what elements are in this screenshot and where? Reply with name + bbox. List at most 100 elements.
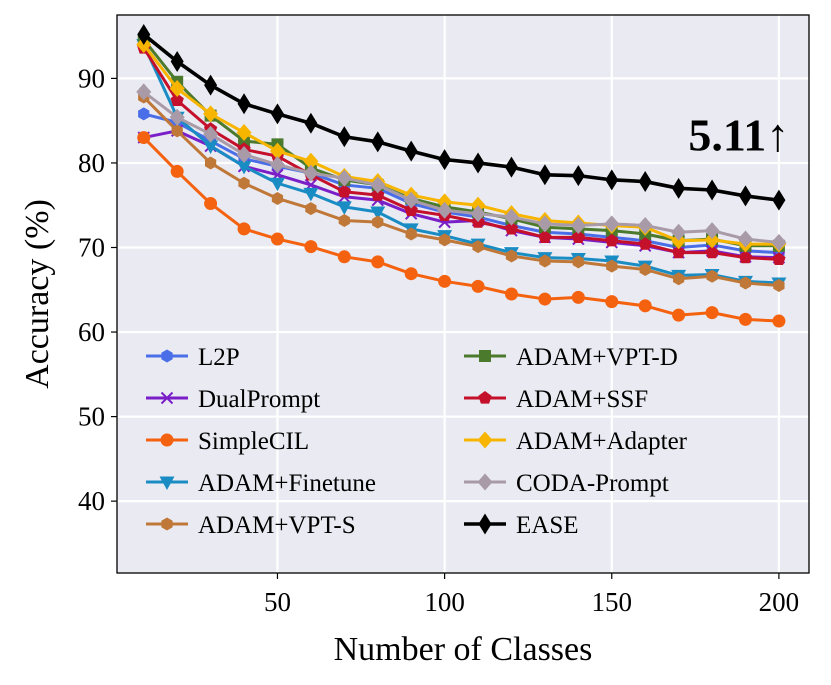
data-point (671, 223, 687, 241)
data-point (471, 279, 485, 293)
data-point (738, 185, 752, 207)
data-point (639, 262, 651, 276)
data-point (405, 227, 417, 241)
legend-marker (477, 473, 493, 491)
data-point (171, 124, 183, 138)
data-point (236, 124, 252, 142)
data-point (303, 187, 319, 202)
data-point (336, 201, 352, 215)
data-point (203, 105, 219, 123)
data-point (371, 188, 385, 201)
data-point (706, 269, 718, 283)
legend-label: EASE (516, 512, 579, 539)
legend-label: ADAM+Adapter (516, 428, 688, 455)
legend: L2P DualPrompt SimpleCIL ADAM+Finetune ADAM+… (146, 344, 688, 539)
data-point (270, 232, 284, 246)
legend-label: DualPrompt (198, 386, 320, 413)
data-point (571, 290, 585, 304)
series-adam-vpt-s (138, 90, 785, 293)
data-point (605, 295, 619, 309)
data-point (538, 164, 552, 186)
data-point (304, 112, 318, 134)
data-point (371, 255, 385, 269)
series-coda-prompt (136, 83, 787, 251)
legend-marker (161, 349, 173, 363)
data-point (170, 164, 184, 178)
data-point (236, 160, 252, 175)
data-point (505, 249, 518, 263)
data-point (404, 267, 418, 281)
data-point (236, 146, 252, 163)
data-point (737, 230, 753, 248)
data-point (336, 169, 352, 187)
legend-item: ADAM+VPT-S (146, 512, 356, 539)
data-point (605, 169, 619, 191)
data-point (203, 140, 219, 155)
data-point (504, 156, 518, 178)
legend-item: EASE (464, 512, 579, 539)
data-point (303, 152, 319, 170)
legend-item: ADAM+Finetune (146, 470, 376, 497)
legend-item: CODA-Prompt (464, 470, 669, 497)
legend-marker (159, 476, 175, 490)
legend-label: CODA-Prompt (516, 470, 669, 497)
legend-marker (478, 391, 492, 404)
data-point (203, 125, 219, 143)
data-point (538, 230, 552, 244)
legend-marker (160, 433, 174, 447)
data-point (671, 245, 686, 259)
legend-item: DualPrompt (146, 386, 320, 413)
data-point (672, 308, 686, 322)
data-point (470, 205, 486, 223)
data-point (537, 215, 553, 233)
legend-item: ADAM+Adapter (464, 428, 688, 455)
data-point (137, 23, 151, 45)
data-point (705, 306, 719, 320)
data-point (169, 80, 185, 98)
axis-ticks: 50 100 150 200 40 50 60 70 80 90 (78, 63, 799, 617)
data-point (570, 217, 586, 235)
data-point (237, 222, 251, 236)
data-point (170, 93, 184, 107)
data-point (704, 222, 720, 240)
data-point (337, 250, 351, 264)
data-point (638, 171, 652, 193)
data-point (338, 213, 350, 227)
data-point (672, 272, 685, 286)
y-tick-label: 70 (78, 233, 105, 263)
data-point (571, 165, 585, 187)
series-ease (137, 23, 786, 211)
legend-label: ADAM+Finetune (198, 470, 376, 497)
legend-item: ADAM+SSF (464, 386, 648, 413)
data-point (170, 51, 184, 72)
data-point (772, 314, 786, 328)
data-point (471, 152, 485, 174)
x-tick-label: 50 (264, 587, 291, 617)
data-point (270, 103, 284, 125)
plot-background (117, 15, 809, 573)
data-point (704, 231, 720, 249)
data-point (739, 276, 752, 290)
data-point (204, 197, 218, 211)
legend-item: SimpleCIL (146, 428, 309, 455)
data-point (269, 142, 285, 160)
plot-frame (116, 14, 810, 574)
legend-label: ADAM+SSF (516, 386, 648, 413)
data-point (504, 221, 519, 235)
data-point (305, 202, 317, 216)
x-axis-title: Number of Classes (334, 631, 593, 668)
data-point (604, 215, 620, 233)
data-point (738, 250, 753, 264)
data-point (204, 156, 217, 170)
data-point (539, 254, 551, 268)
y-tick-label: 60 (78, 317, 105, 347)
improvement-annotation: 5.11↑ (688, 109, 789, 160)
data-point (772, 252, 786, 265)
data-point (337, 126, 351, 148)
legend-marker (478, 513, 492, 535)
data-point (371, 131, 385, 153)
data-point (404, 140, 418, 162)
data-point (572, 255, 584, 269)
legend-marker (160, 391, 174, 405)
